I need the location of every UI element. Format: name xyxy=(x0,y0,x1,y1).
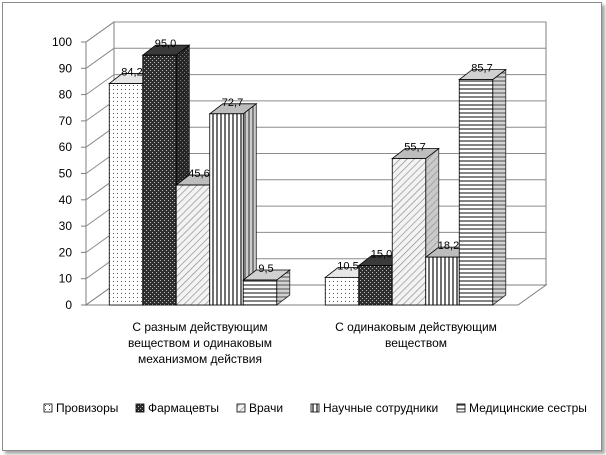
category-label: веществом и одинаковым xyxy=(128,336,272,350)
bar xyxy=(358,265,393,306)
legend-swatch xyxy=(456,403,466,413)
data-label: 95,0 xyxy=(155,38,176,50)
data-label: 55,7 xyxy=(404,142,425,154)
y-tick-label: 100 xyxy=(52,35,72,49)
legend-label: Научные сотрудники xyxy=(323,401,438,415)
data-label: 85,7 xyxy=(471,63,492,75)
legend-label: Провизоры xyxy=(56,401,118,415)
gridline xyxy=(85,47,546,69)
gridline xyxy=(85,21,546,43)
y-tick-label: 90 xyxy=(59,61,73,75)
legend: Провизоры Фармацевты Врачи Научные сотрудни… xyxy=(43,401,587,415)
y-tick-label: 0 xyxy=(65,298,72,312)
bar xyxy=(458,79,494,306)
bar xyxy=(142,54,177,306)
bar-side-shade xyxy=(243,103,257,305)
category-label: веществом xyxy=(385,336,447,350)
y-tick-label: 20 xyxy=(59,245,73,259)
y-tick-label: 70 xyxy=(59,114,73,128)
bar-side-shade xyxy=(492,69,506,305)
bar-side-shade xyxy=(276,270,290,305)
category-label: механизмом действия xyxy=(138,352,262,366)
bar xyxy=(108,83,144,306)
bar xyxy=(425,256,460,306)
data-label: 72,7 xyxy=(222,97,243,109)
bar xyxy=(324,276,360,306)
legend-label: Врачи xyxy=(249,401,283,415)
bars-group xyxy=(108,44,507,306)
bar xyxy=(242,279,278,306)
y-tick-label: 10 xyxy=(59,272,73,286)
legend-swatch xyxy=(310,403,320,413)
data-labels: 84,2 95,0 45,6 72,7 9,5 10,5 15,0 55,7 18,2 85,7 xyxy=(121,38,492,275)
gridline xyxy=(85,74,546,96)
data-label: 18,2 xyxy=(438,240,459,252)
y-tick-label: 60 xyxy=(59,140,73,154)
legend-label: Фармацевты xyxy=(148,401,219,415)
bar xyxy=(209,113,244,306)
y-tick-label: 50 xyxy=(59,167,73,181)
bar xyxy=(175,184,211,306)
data-label: 10,5 xyxy=(337,260,358,272)
y-tick-label: 80 xyxy=(59,88,73,102)
legend-swatch xyxy=(43,403,53,413)
category-label: С одинаковым действующим xyxy=(335,320,497,334)
data-label: 15,0 xyxy=(371,249,392,261)
legend-swatch xyxy=(135,403,145,413)
y-tick-label: 30 xyxy=(59,219,73,233)
legend-label: Медицинские сестры xyxy=(469,401,587,415)
category-label: С разным действующим xyxy=(132,320,267,334)
data-label: 84,2 xyxy=(121,67,142,79)
data-label: 45,6 xyxy=(188,168,209,180)
bar xyxy=(391,158,427,306)
data-label: 9,5 xyxy=(258,263,273,275)
y-tick-label: 40 xyxy=(59,193,73,207)
legend-swatch xyxy=(236,403,246,413)
